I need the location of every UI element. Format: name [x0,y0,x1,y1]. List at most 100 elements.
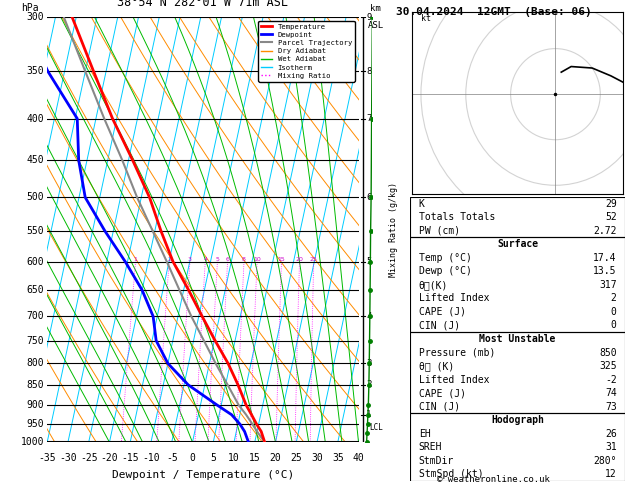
Text: 1000: 1000 [21,437,44,447]
Text: Temp (°C): Temp (°C) [419,253,472,263]
Text: 74: 74 [605,388,616,398]
Text: 500: 500 [26,192,44,203]
Text: 2: 2 [366,381,372,389]
Text: Most Unstable: Most Unstable [479,334,556,344]
Text: -20: -20 [101,453,118,463]
Text: θᴄ(K): θᴄ(K) [419,280,448,290]
Text: LCL: LCL [369,423,383,433]
Text: CIN (J): CIN (J) [419,401,460,412]
Text: 30: 30 [311,453,323,463]
Text: 0: 0 [189,453,196,463]
Text: StmSpd (kt): StmSpd (kt) [419,469,483,479]
Text: 30.04.2024  12GMT  (Base: 06): 30.04.2024 12GMT (Base: 06) [396,7,592,17]
Text: Totals Totals: Totals Totals [419,212,495,222]
Text: Lifted Index: Lifted Index [419,375,489,384]
Text: Dewpoint / Temperature (°C): Dewpoint / Temperature (°C) [112,470,294,480]
Text: 20: 20 [296,257,303,262]
Text: 25: 25 [309,257,318,262]
Text: 400: 400 [26,114,44,123]
Text: 850: 850 [599,347,616,358]
Text: 26: 26 [605,429,616,439]
Text: 650: 650 [26,285,44,295]
Text: ASL: ASL [367,21,384,30]
Text: 3: 3 [188,257,192,262]
Text: 4: 4 [203,257,207,262]
Text: km: km [370,4,381,13]
Text: -30: -30 [59,453,77,463]
Legend: Temperature, Dewpoint, Parcel Trajectory, Dry Adiabat, Wet Adiabat, Isotherm, Mi: Temperature, Dewpoint, Parcel Trajectory… [258,20,355,82]
Text: 900: 900 [26,400,44,410]
Text: 0: 0 [611,307,616,317]
Text: 3: 3 [366,359,372,368]
Text: 450: 450 [26,155,44,165]
Bar [410,238,625,332]
Text: CAPE (J): CAPE (J) [419,307,465,317]
Text: 15: 15 [277,257,286,262]
Text: 850: 850 [26,380,44,390]
Text: Mixing Ratio (g/kg): Mixing Ratio (g/kg) [389,182,398,277]
Text: 550: 550 [26,226,44,236]
Text: 20: 20 [270,453,281,463]
Text: 700: 700 [26,311,44,321]
Text: 7: 7 [366,114,372,123]
Text: 6: 6 [226,257,230,262]
Text: 800: 800 [26,359,44,368]
Text: 40: 40 [353,453,364,463]
Text: 5: 5 [366,257,372,266]
Text: 350: 350 [26,67,44,76]
Text: 10: 10 [253,257,261,262]
Text: 5: 5 [210,453,216,463]
Text: 2: 2 [167,257,171,262]
Text: 8: 8 [242,257,246,262]
Text: Lifted Index: Lifted Index [419,294,489,303]
Text: CIN (J): CIN (J) [419,320,460,330]
Text: 600: 600 [26,257,44,267]
Text: -25: -25 [80,453,97,463]
Text: 280°: 280° [593,456,616,466]
Text: kt: kt [421,14,431,23]
Text: 9: 9 [366,13,372,21]
Text: -5: -5 [166,453,177,463]
Text: 0: 0 [611,320,616,330]
Text: PW (cm): PW (cm) [419,226,460,236]
Text: -15: -15 [121,453,139,463]
Text: Pressure (mb): Pressure (mb) [419,347,495,358]
Text: 17.4: 17.4 [593,253,616,263]
Text: Surface: Surface [497,239,538,249]
Text: K: K [419,199,425,208]
Text: 31: 31 [605,442,616,452]
Text: 2: 2 [611,294,616,303]
Text: 35: 35 [332,453,343,463]
Text: 13.5: 13.5 [593,266,616,277]
Bar [410,414,625,481]
Text: -10: -10 [142,453,160,463]
Text: CAPE (J): CAPE (J) [419,388,465,398]
Text: 73: 73 [605,401,616,412]
Text: SREH: SREH [419,442,442,452]
Bar [410,197,625,238]
Text: -35: -35 [38,453,56,463]
Text: 25: 25 [291,453,302,463]
Text: Hodograph: Hodograph [491,415,544,425]
Text: 1: 1 [133,257,138,262]
Text: 12: 12 [605,469,616,479]
Text: hPa: hPa [21,3,38,13]
Text: 5: 5 [216,257,220,262]
Text: 10: 10 [228,453,240,463]
Text: StmDir: StmDir [419,456,454,466]
Text: 300: 300 [26,12,44,22]
Text: EH: EH [419,429,430,439]
Text: 15: 15 [249,453,260,463]
Text: 325: 325 [599,361,616,371]
Text: θᴄ (K): θᴄ (K) [419,361,454,371]
Text: 29: 29 [605,199,616,208]
Text: 1: 1 [366,410,372,419]
Text: 38°54'N 282°01'W 71m ASL: 38°54'N 282°01'W 71m ASL [118,0,288,8]
Text: 8: 8 [366,67,372,76]
Bar [410,332,625,414]
Text: 317: 317 [599,280,616,290]
Text: 4: 4 [366,312,372,321]
Text: © weatheronline.co.uk: © weatheronline.co.uk [437,474,550,484]
Text: Dewp (°C): Dewp (°C) [419,266,472,277]
Text: -2: -2 [605,375,616,384]
